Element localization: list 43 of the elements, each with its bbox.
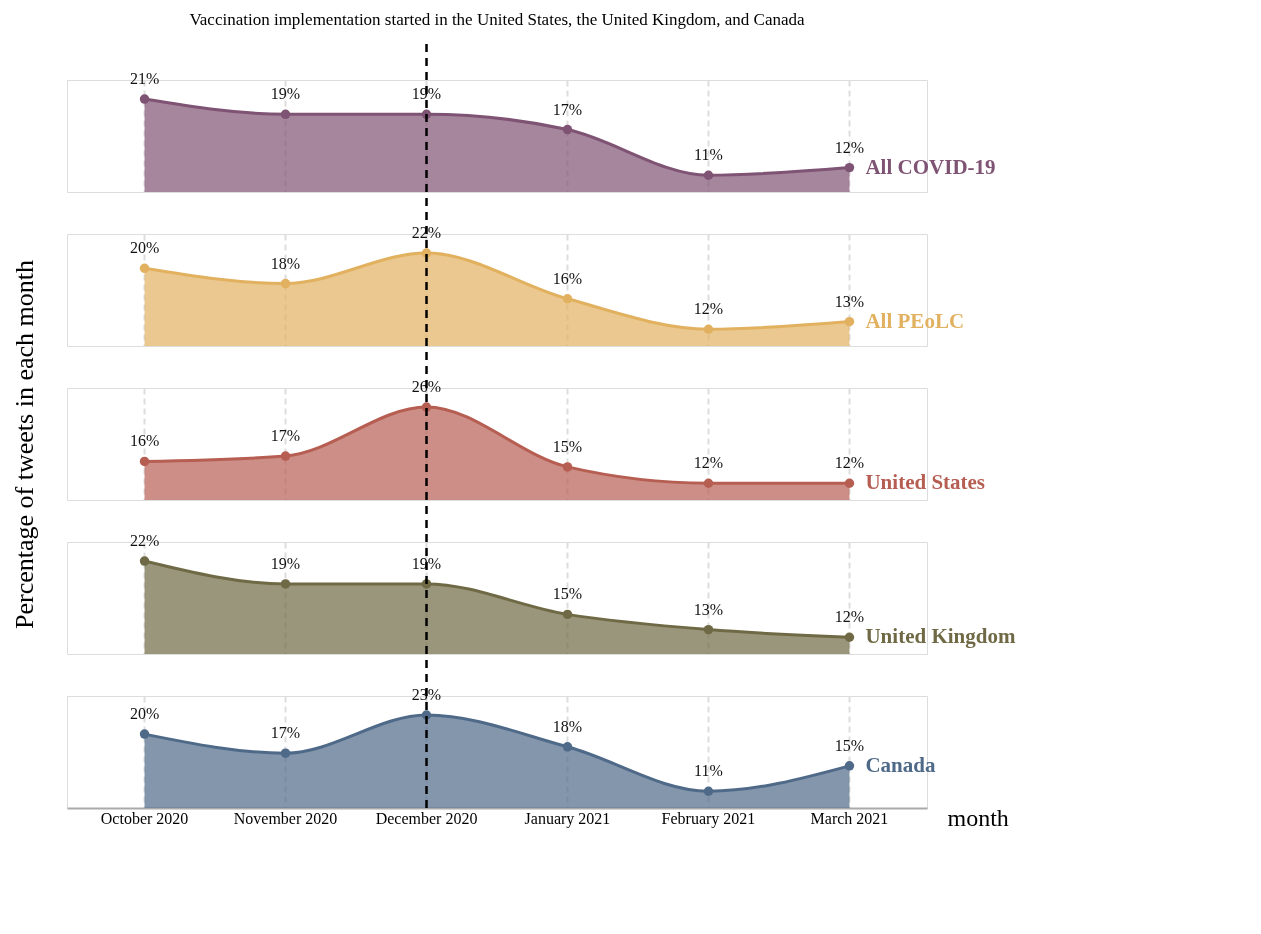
data-label: 15%: [552, 437, 583, 455]
data-label: 12%: [834, 138, 865, 156]
data-label: 20%: [129, 239, 160, 257]
x-tick-label: January 2021: [524, 809, 611, 828]
series-label: United Kingdom: [865, 624, 1016, 649]
x-tick-label: February 2021: [661, 809, 756, 828]
data-label: 19%: [270, 85, 301, 103]
data-label: 15%: [834, 736, 865, 754]
data-label: 13%: [834, 292, 865, 310]
data-label: 19%: [411, 85, 442, 103]
data-label: 16%: [129, 432, 160, 450]
data-label: 12%: [693, 454, 724, 472]
data-label: 18%: [270, 254, 301, 272]
data-label: 23%: [411, 686, 442, 704]
data-label: 18%: [552, 717, 583, 735]
series-label: All COVID-19: [865, 154, 996, 179]
series-label: United States: [865, 470, 986, 495]
data-label: 17%: [552, 100, 583, 118]
series-label: Canada: [865, 752, 936, 777]
data-label: 12%: [834, 454, 865, 472]
x-tick-label: October 2020: [100, 809, 189, 827]
data-label: 15%: [552, 585, 583, 603]
data-label: 19%: [270, 554, 301, 572]
data-label: 11%: [694, 762, 723, 780]
data-label: 12%: [834, 608, 865, 626]
x-axis-title: month: [947, 804, 1009, 831]
x-tick-label: December 2020: [375, 809, 478, 827]
data-label: 11%: [694, 146, 723, 164]
data-label: 20%: [129, 705, 160, 723]
y-axis-title: Percentage of tweets in each month: [9, 260, 39, 629]
data-label: 17%: [270, 724, 301, 742]
data-label: 17%: [270, 427, 301, 445]
data-label: 16%: [552, 269, 583, 287]
data-label: 21%: [129, 70, 160, 88]
series-label: All PEoLC: [865, 308, 965, 333]
data-label: 13%: [693, 600, 724, 618]
x-tick-label: March 2021: [810, 809, 889, 827]
data-label: 22%: [129, 532, 160, 550]
data-label: 12%: [693, 300, 724, 318]
data-label: 26%: [411, 378, 442, 396]
x-tick-label: November 2020: [233, 809, 338, 827]
chart-title: Vaccination implementation started in the United States, the United Kingdom, and Canada: [189, 9, 806, 29]
data-label: 22%: [411, 224, 442, 242]
